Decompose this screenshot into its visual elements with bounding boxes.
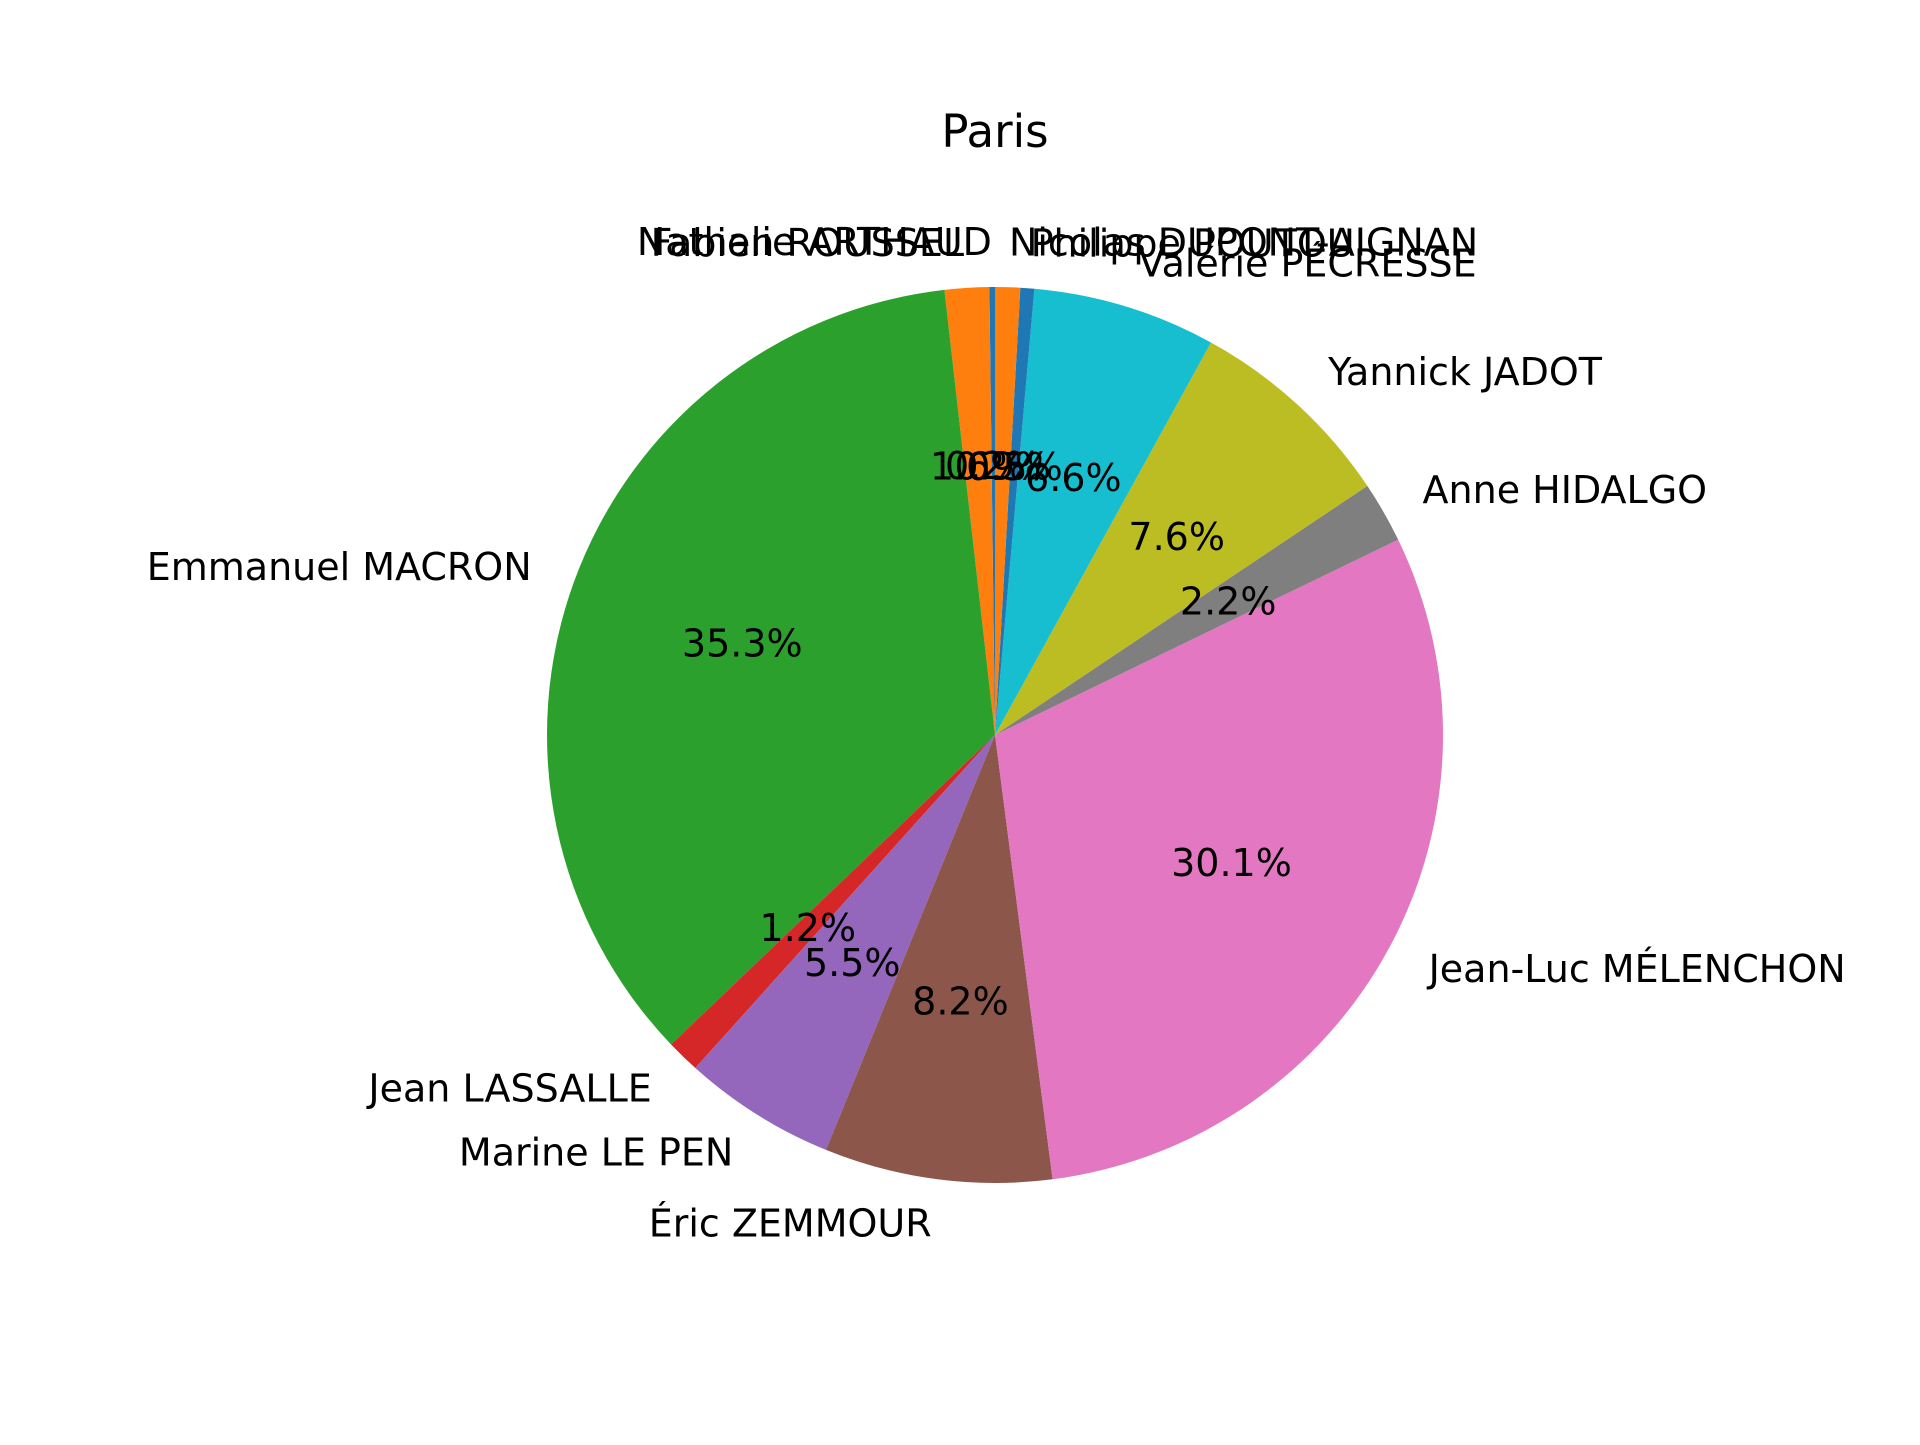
- slice-label-marine-le-pen: Marine LE PEN: [459, 1131, 733, 1175]
- pie-slice-fabien-roussel: [944, 287, 995, 735]
- slice-label-eric-zemmour: Éric ZEMMOUR: [649, 1202, 932, 1246]
- pie-slice-jean-luc-melenchon: [995, 539, 1443, 1180]
- slice-percent-jean-luc-melenchon: 30.1%: [1171, 841, 1292, 885]
- pie-slice-marine-le-pen: [695, 735, 995, 1150]
- pie-slice-jean-lassalle: [671, 735, 995, 1069]
- slice-label-valerie-pecresse: Valérie PÉCRESSE: [1139, 242, 1477, 286]
- slice-percent-emmanuel-macron: 35.3%: [682, 621, 803, 665]
- slice-percent-valerie-pecresse: 6.6%: [1025, 456, 1122, 500]
- slice-percent-marine-le-pen: 5.5%: [804, 941, 901, 985]
- slice-percent-yannick-jadot: 7.6%: [1128, 515, 1225, 559]
- pie-slice-nicolas-dupont-aignan: [995, 287, 1021, 735]
- chart-title: Paris: [941, 105, 1048, 158]
- slice-percent-jean-lassalle: 1.2%: [760, 906, 857, 950]
- pie-slice-valerie-pecresse: [995, 288, 1212, 735]
- slice-percent-philippe-poutou: 0.5%: [966, 445, 1063, 489]
- slice-percent-nathalie-arthaud: 0.2%: [945, 444, 1042, 488]
- slice-label-anne-hidalgo: Anne HIDALGO: [1423, 468, 1708, 512]
- slice-percent-eric-zemmour: 8.2%: [912, 980, 1009, 1024]
- slice-percent-nicolas-dupont-aignan: 0.9%: [954, 444, 1051, 488]
- pie-slice-yannick-jadot: [995, 342, 1368, 735]
- slice-label-yannick-jadot: Yannick JADOT: [1327, 350, 1603, 394]
- pie-slice-anne-hidalgo: [995, 485, 1399, 735]
- slice-label-jean-luc-melenchon: Jean-Luc MÉLENCHON: [1427, 947, 1846, 991]
- pie-slice-nathalie-arthaud: [989, 287, 995, 735]
- slice-percent-fabien-roussel: 1.6%: [930, 445, 1027, 489]
- slice-label-emmanuel-macron: Emmanuel MACRON: [147, 545, 532, 589]
- slice-label-fabien-roussel: Fabien ROUSSEL: [651, 221, 964, 265]
- slice-label-philippe-poutou: Philippe POUTOU: [1031, 221, 1355, 265]
- pie-slices: [547, 287, 1443, 1184]
- slice-label-nicolas-dupont-aignan: Nicolas DUPONT-AIGNAN: [1009, 220, 1478, 264]
- slice-label-nathalie-arthaud: Nathalie ARTHAUD: [637, 220, 992, 264]
- pie-slice-eric-zemmour: [826, 735, 1053, 1184]
- pie-slice-emmanuel-macron: [547, 289, 995, 1045]
- pie-slice-philippe-poutou: [995, 287, 1035, 735]
- pie-labels: Nathalie ARTHAUD 0.2% Fabien ROUSSEL 1.6% Em…: [147, 220, 1846, 1245]
- slice-percent-anne-hidalgo: 2.2%: [1180, 579, 1277, 623]
- slice-label-jean-lassalle: Jean LASSALLE: [366, 1067, 651, 1111]
